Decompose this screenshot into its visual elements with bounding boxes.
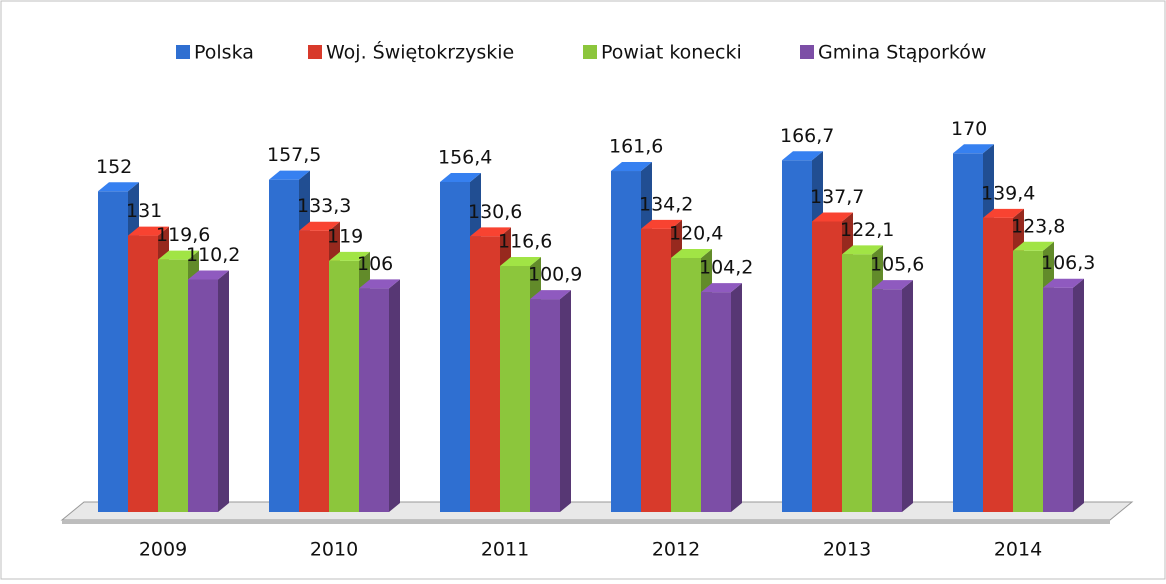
x-tick-label: 2011 xyxy=(481,539,529,561)
bar xyxy=(953,153,983,513)
bar-side xyxy=(1073,278,1084,512)
bar-side xyxy=(731,283,742,512)
data-label: 119,6 xyxy=(156,224,210,246)
bar-top xyxy=(440,172,481,182)
legend-swatch xyxy=(583,45,597,59)
bar xyxy=(812,221,842,512)
bar xyxy=(359,288,389,512)
bar xyxy=(329,260,359,512)
bar xyxy=(1043,287,1073,512)
legend-swatch xyxy=(800,45,814,59)
bar xyxy=(842,254,872,512)
data-label: 100,9 xyxy=(528,264,582,286)
bar-top xyxy=(701,283,742,293)
bar-top xyxy=(872,280,913,290)
bar xyxy=(269,179,299,513)
data-label: 170 xyxy=(951,118,987,140)
bar-top xyxy=(269,170,310,180)
data-label: 131 xyxy=(126,200,162,222)
data-label: 104,2 xyxy=(699,257,753,279)
bar-top xyxy=(953,144,994,154)
x-tick-label: 2010 xyxy=(310,539,358,561)
bar-side xyxy=(902,280,913,512)
data-label: 130,6 xyxy=(468,201,522,223)
legend-label: Powiat konecki xyxy=(601,42,742,64)
data-label: 110,2 xyxy=(186,244,240,266)
legend-swatch xyxy=(176,45,190,59)
bar xyxy=(470,236,500,512)
data-label: 137,7 xyxy=(810,186,864,208)
bar-side xyxy=(560,290,571,512)
bar xyxy=(188,279,218,512)
data-label: 134,2 xyxy=(639,193,693,215)
bar xyxy=(98,191,128,512)
data-label: 120,4 xyxy=(669,222,723,244)
bar xyxy=(500,265,530,512)
bar xyxy=(530,299,560,512)
bar xyxy=(872,289,902,512)
legend-label: Polska xyxy=(194,42,254,64)
x-tick-label: 2012 xyxy=(652,539,700,561)
x-tick-label: 2013 xyxy=(823,539,871,561)
bar xyxy=(983,217,1013,512)
bar xyxy=(299,230,329,512)
data-label: 166,7 xyxy=(780,125,834,147)
bar-top xyxy=(782,151,823,161)
data-label: 106,3 xyxy=(1041,252,1095,274)
x-tick-label: 2009 xyxy=(139,539,187,561)
floor-edge xyxy=(62,520,1110,524)
bar-top xyxy=(530,290,571,300)
bar-top xyxy=(128,226,169,236)
bar-top xyxy=(299,221,340,231)
bar-top xyxy=(1013,241,1054,251)
bar xyxy=(782,160,812,512)
bar-top xyxy=(470,227,511,237)
bar-top xyxy=(1043,278,1084,288)
bar-top xyxy=(983,208,1024,218)
bar-top xyxy=(842,245,883,255)
data-label: 156,4 xyxy=(438,146,492,168)
bar-side xyxy=(389,279,400,512)
bar-top xyxy=(812,212,853,222)
legend-swatch xyxy=(308,45,322,59)
bar xyxy=(1013,250,1043,513)
data-label: 133,3 xyxy=(297,195,351,217)
data-label: 157,5 xyxy=(267,144,321,166)
bar-top xyxy=(158,250,199,260)
legend-label: Gmina Stąporków xyxy=(818,42,986,64)
data-label: 119 xyxy=(327,225,363,247)
x-tick-label: 2014 xyxy=(994,539,1042,561)
bar-top xyxy=(500,256,541,266)
bar-top xyxy=(671,248,712,258)
bar xyxy=(671,257,701,512)
bar xyxy=(611,171,641,513)
data-label: 106 xyxy=(357,253,393,275)
bar xyxy=(128,235,158,512)
data-label: 161,6 xyxy=(609,136,663,158)
data-label: 116,6 xyxy=(498,230,552,252)
bar xyxy=(701,292,731,512)
data-label: 123,8 xyxy=(1011,215,1065,237)
bar-top xyxy=(641,219,682,229)
bar xyxy=(158,259,188,512)
data-label: 139,4 xyxy=(981,182,1035,204)
bar-top xyxy=(329,251,370,261)
bar-top xyxy=(188,270,229,280)
bar xyxy=(641,228,671,512)
bar xyxy=(440,181,470,512)
data-label: 122,1 xyxy=(840,219,894,241)
legend-label: Woj. Świętokrzyskie xyxy=(326,40,514,64)
data-label: 152 xyxy=(96,156,132,178)
bar-top xyxy=(98,182,139,192)
data-label: 105,6 xyxy=(870,254,924,276)
bar-top xyxy=(359,279,400,289)
bar-side xyxy=(218,270,229,512)
bar-top xyxy=(611,162,652,172)
